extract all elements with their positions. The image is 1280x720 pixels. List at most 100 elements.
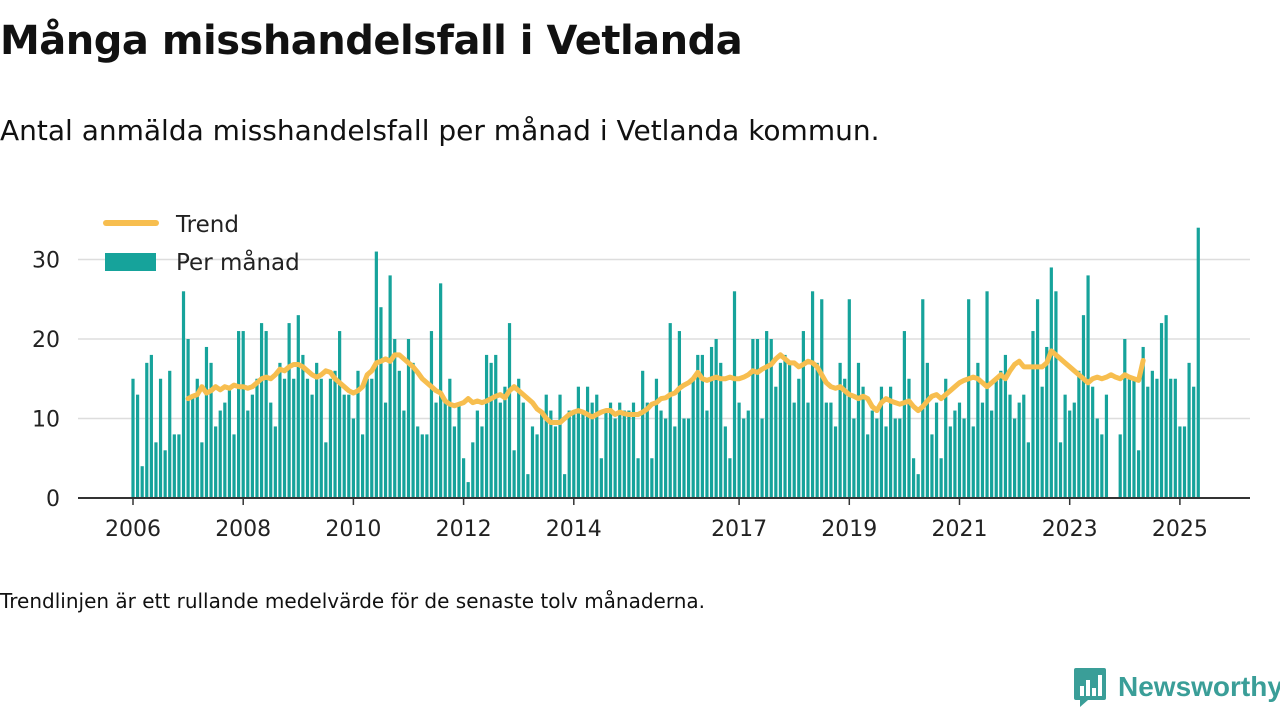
bar <box>241 331 245 498</box>
brand[interactable]: Newsworthy <box>1072 666 1280 708</box>
bar <box>622 410 626 498</box>
bar <box>682 418 686 498</box>
bar <box>411 362 415 498</box>
bar <box>1017 402 1021 498</box>
bar <box>788 362 792 498</box>
bar <box>480 426 484 498</box>
bar <box>728 458 732 498</box>
bar <box>475 410 479 498</box>
bar <box>434 402 438 498</box>
bar <box>751 339 755 498</box>
bar <box>636 458 640 498</box>
bar <box>154 442 158 498</box>
bar <box>599 458 603 498</box>
bar <box>1196 227 1200 498</box>
bar <box>631 402 636 498</box>
trend-line <box>185 348 1146 425</box>
bar <box>1058 442 1063 498</box>
bar <box>563 474 567 498</box>
x-tick-label: 2008 <box>215 517 271 542</box>
bar <box>916 474 920 498</box>
bar <box>902 331 906 498</box>
bar <box>664 418 668 498</box>
bar <box>1146 386 1150 498</box>
y-tick-label: 0 <box>46 487 60 512</box>
bar <box>131 378 135 498</box>
bar <box>1127 378 1131 498</box>
bar <box>393 339 397 498</box>
bar <box>1054 291 1058 498</box>
bar <box>806 402 810 498</box>
bar <box>627 410 631 498</box>
bar <box>925 362 929 498</box>
bar <box>985 291 989 498</box>
bar <box>494 354 498 498</box>
bar <box>374 251 378 498</box>
bar <box>971 426 975 498</box>
bar <box>595 394 599 498</box>
bar <box>507 323 512 498</box>
bar <box>328 378 333 498</box>
bar <box>948 426 952 498</box>
bar <box>677 331 682 498</box>
bar <box>324 442 328 498</box>
legend: Trend Per månad <box>103 212 300 276</box>
bar <box>783 354 787 498</box>
bar <box>1169 378 1173 498</box>
bar <box>732 291 737 498</box>
bar <box>1100 434 1104 498</box>
bar <box>1173 378 1177 498</box>
bar <box>613 418 617 498</box>
bar <box>158 378 163 498</box>
bar <box>416 426 420 498</box>
bar <box>310 394 314 498</box>
y-tick-label: 20 <box>32 328 60 353</box>
bar <box>370 378 374 498</box>
bar <box>191 394 195 498</box>
bar <box>1136 450 1141 498</box>
bar <box>852 418 856 498</box>
bar <box>824 402 828 498</box>
x-tick-label: 2017 <box>711 517 767 542</box>
x-axis-ticks: 2006 2008 2010 2012 2014 2017 2019 2021 2023 2025 <box>105 498 1208 542</box>
bar <box>696 354 700 498</box>
footnote: Trendlinjen är ett rullande medelvärde f… <box>0 589 706 613</box>
bar <box>425 434 429 498</box>
bar <box>1072 402 1076 498</box>
bar <box>149 354 153 498</box>
bar <box>365 378 369 498</box>
bar <box>884 426 888 498</box>
bar <box>227 386 232 498</box>
bar <box>810 291 815 498</box>
bar <box>1192 386 1196 498</box>
legend-bar-label: Per månad <box>176 248 300 276</box>
bar <box>406 339 411 498</box>
bar <box>204 346 209 498</box>
bar <box>1091 386 1095 498</box>
y-axis-ticks: 0 10 20 30 <box>32 249 60 513</box>
bar <box>994 378 998 498</box>
bar <box>719 362 723 498</box>
bar <box>760 418 764 498</box>
bar <box>135 394 140 498</box>
bar <box>833 426 838 498</box>
bar <box>273 426 277 498</box>
bar <box>934 402 939 498</box>
bar <box>1035 299 1040 498</box>
bar <box>351 418 355 498</box>
bar <box>498 402 502 498</box>
bar <box>893 418 897 498</box>
bar <box>443 402 447 498</box>
bar <box>356 370 360 498</box>
bar <box>466 482 470 498</box>
bar <box>1141 346 1145 498</box>
bar <box>1159 323 1164 498</box>
bar <box>223 402 227 498</box>
brand-name: Newsworthy <box>1118 671 1280 702</box>
bar <box>218 410 222 498</box>
bar <box>214 426 218 498</box>
bar <box>503 386 507 498</box>
bar <box>668 323 672 498</box>
chart-svg: 0 10 20 30 2006 2008 2010 2012 2014 2017 2019 2021… <box>32 212 1250 542</box>
bar <box>1123 339 1127 498</box>
